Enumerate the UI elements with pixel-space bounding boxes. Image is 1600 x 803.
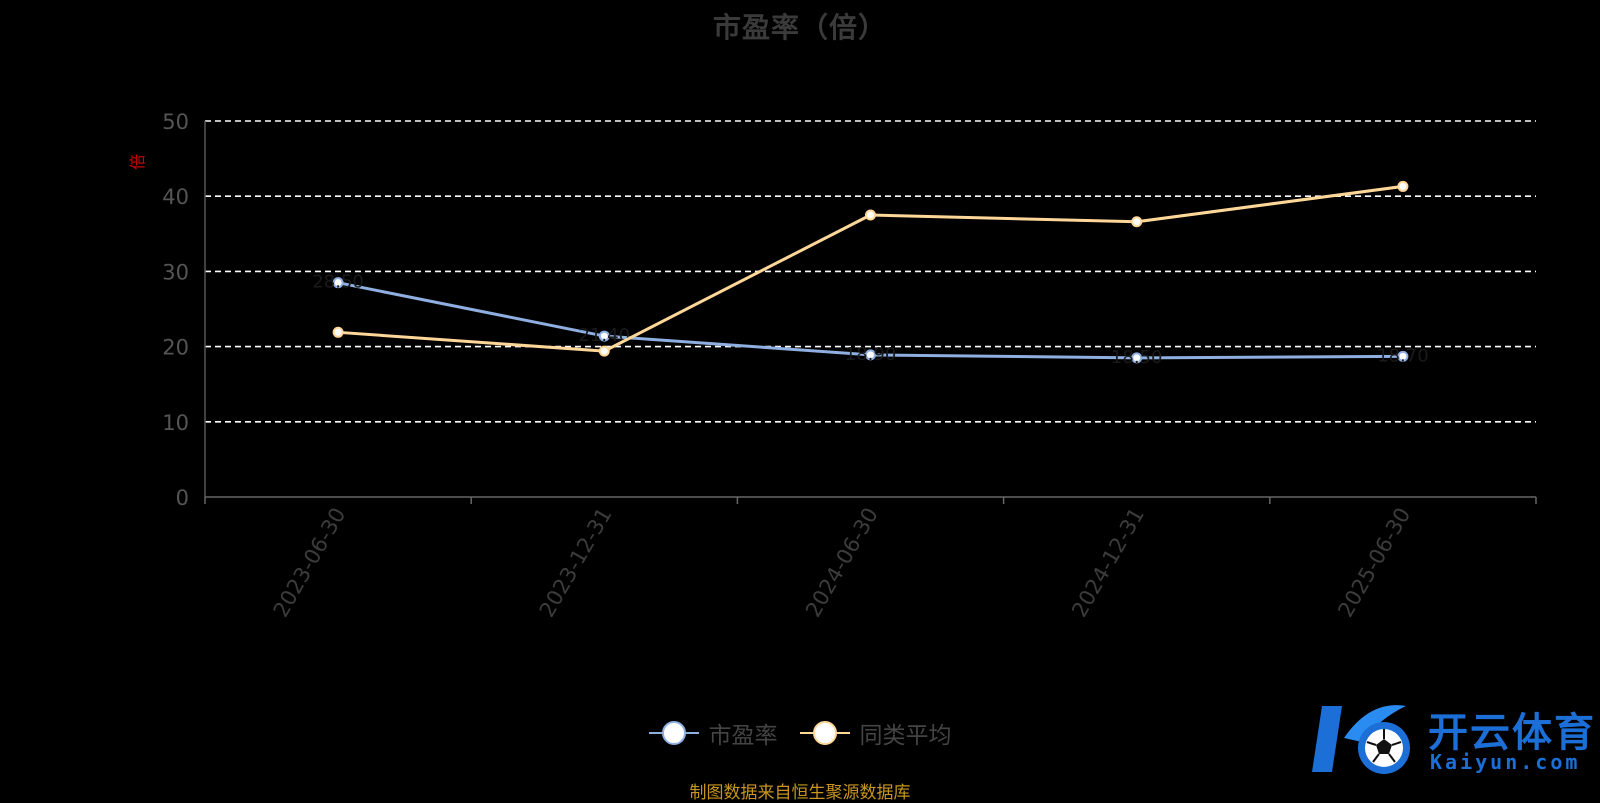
kaiyun-logo-url: Kaiyun.com (1430, 750, 1581, 774)
data-label: 18.50 (1111, 347, 1163, 368)
data-point (1397, 180, 1409, 192)
x-tick-label: 2024-06-30 (801, 504, 883, 622)
data-point (865, 209, 876, 221)
x-tick-label: 2023-06-30 (269, 504, 351, 622)
data-point (332, 277, 344, 289)
kaiyun-logo: 开云体育 Kaiyun.com (1310, 698, 1600, 780)
legend-label-peer-avg: 同类平均 (859, 723, 952, 749)
y-tick-label: 50 (162, 110, 189, 134)
data-label: 18.70 (1377, 345, 1429, 366)
axes: 0 10 20 30 40 50 2023-06-30 2023-12-31 2024-06-3… (162, 110, 1537, 622)
data-point (1131, 352, 1143, 364)
y-tick-label: 40 (162, 185, 189, 209)
y-tick-label: 30 (162, 260, 189, 284)
source-note: 制图数据来自恒生聚源数据库 (689, 783, 911, 803)
data-point (332, 326, 344, 338)
gridlines (205, 120, 1536, 423)
x-tick-label: 2023-12-31 (535, 504, 617, 622)
legend: 市盈率 同类平均 (0, 716, 1600, 750)
legend-marker-pe (648, 720, 699, 746)
legend-marker-peer-avg (799, 720, 850, 746)
y-axis-label: 倍 (128, 154, 147, 170)
data-point (1397, 350, 1409, 362)
series: 28.50 21.40 18.90 18.50 18.70 (312, 180, 1429, 368)
chart-title: 市盈率（倍） (712, 11, 887, 44)
data-point (1131, 216, 1143, 228)
data-label: 28.50 (312, 272, 364, 293)
kaiyun-logo-icon (1312, 705, 1410, 774)
kaiyun-logo-text: 开云体育 (1428, 710, 1596, 756)
legend-item-pe[interactable]: 市盈率 (648, 716, 778, 750)
y-tick-label: 0 (176, 486, 189, 510)
y-tick-label: 20 (162, 336, 189, 360)
legend-item-peer-avg[interactable]: 同类平均 (799, 716, 952, 750)
y-tick-label: 10 (162, 411, 189, 435)
data-point (865, 349, 876, 361)
data-label: 21.40 (579, 325, 631, 346)
data-point (598, 345, 610, 357)
data-label: 18.90 (845, 344, 897, 365)
x-tick-label: 2025-06-30 (1333, 504, 1415, 622)
x-tick-label: 2024-12-31 (1067, 504, 1149, 622)
legend-label-pe: 市盈率 (708, 723, 778, 749)
data-point (598, 330, 610, 342)
